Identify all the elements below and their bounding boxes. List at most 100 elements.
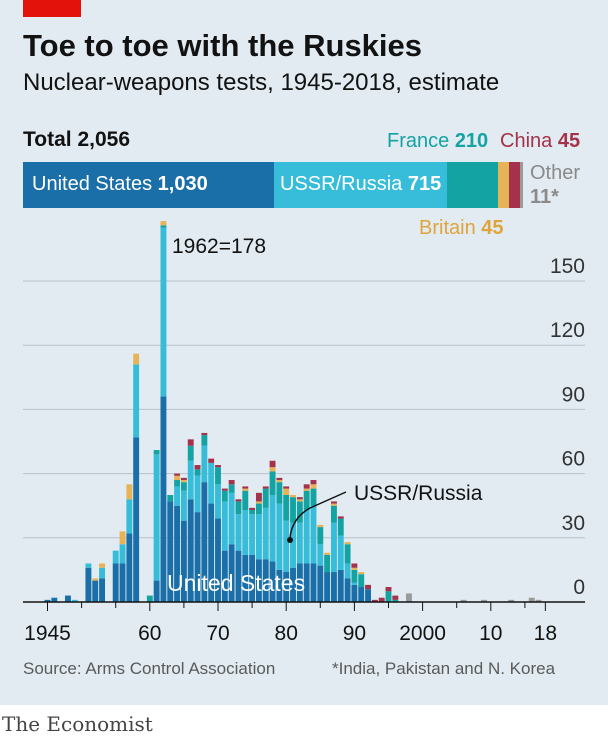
bar-2017-other (535, 599, 542, 602)
bar-1992-china (365, 584, 371, 590)
bar-1985-france (317, 527, 324, 545)
x-tick-label-1960: 60 (138, 622, 161, 645)
bar-1983-china (303, 484, 310, 489)
bar-1996-france (392, 599, 399, 602)
bar-1983-britain (303, 488, 310, 491)
bar-1972-us (228, 544, 235, 602)
bar-1973-ussr (235, 514, 242, 551)
bar-1987-france (330, 505, 337, 523)
bar-1990-us (351, 584, 358, 602)
bar-1951-ussr (85, 563, 92, 568)
bar-1990-france (351, 569, 358, 583)
bar-1965-ussr (180, 490, 187, 521)
bar-1969-china (208, 458, 215, 463)
bar-1987-us (330, 572, 337, 602)
bar-1969-ussr (208, 462, 215, 504)
bar-1989-ussr (344, 563, 351, 579)
x-tick-label-1970: 70 (206, 622, 229, 645)
summary-label-china: China 45 (500, 130, 581, 152)
bar-1982-china (296, 497, 303, 500)
bar-1995-china (385, 587, 392, 592)
bar-1990-china (351, 563, 358, 568)
bar-1968-us (201, 482, 208, 602)
bar-1984-britain (310, 484, 317, 489)
bar-2013-other (508, 599, 515, 602)
x-tick-label-2000: 2000 (399, 622, 446, 645)
bar-1971-china (221, 488, 228, 491)
bar-1977-us (262, 559, 269, 602)
bar-1977-france (262, 488, 269, 508)
bar-1992-us (365, 589, 371, 602)
bar-1962-france (160, 225, 167, 228)
bar-1979-us (276, 569, 283, 602)
bar-1970-china (215, 465, 221, 468)
bar-1990-ussr (351, 582, 358, 585)
bar-1978-us (269, 561, 276, 602)
bar-1996-china (392, 595, 399, 600)
ussr-annotation-leader (309, 491, 347, 509)
summary-seg-britain (498, 162, 509, 208)
bar-1963-us (167, 501, 174, 602)
bar-1976-us (255, 559, 262, 602)
x-tick-label-2010: 10 (479, 622, 502, 645)
bar-1980-us (283, 572, 290, 602)
bar-1958-britain (133, 353, 140, 365)
bar-1985-us (317, 565, 324, 602)
bar-1965-britain (180, 480, 187, 483)
bar-1991-britain (358, 572, 365, 575)
summary-seg-us (23, 162, 274, 208)
bar-1979-france (276, 482, 283, 504)
bar-1974-china (242, 486, 249, 489)
bar-1968-china (201, 432, 208, 436)
bar-1983-us (303, 563, 310, 602)
bar-1982-ussr (296, 522, 303, 564)
bar-1973-china (235, 499, 242, 502)
ussr-annotation-dot (287, 537, 293, 543)
summary-label-other-value: 11* (530, 186, 559, 208)
y-tick-label-30: 30 (562, 512, 585, 535)
bar-1987-ussr (330, 522, 337, 573)
bar-1949-ussr (71, 599, 78, 602)
ussr-annotation-label: USSR/Russia (354, 482, 483, 505)
peak-annotation-label: 1962=178 (172, 235, 266, 258)
footnote: *India, Pakistan and N. Korea (332, 659, 556, 678)
bar-1974-britain (242, 488, 249, 491)
bar-1983-france (303, 490, 310, 510)
bar-1984-china (310, 480, 317, 485)
y-tick-label-60: 60 (562, 448, 585, 471)
chart-title: Toe to toe with the Ruskies (23, 28, 423, 63)
bar-1964-britain (174, 475, 181, 481)
bar-1993-china (371, 599, 378, 602)
bar-1978-china (269, 460, 276, 468)
economist-logo-text: The Economist (2, 712, 153, 736)
summary-label-ussr: USSR/Russia 715 (280, 173, 442, 195)
bar-1955-us (112, 563, 119, 602)
bar-1984-ussr (310, 505, 317, 564)
bar-1979-britain (276, 480, 283, 483)
bar-1982-france (296, 501, 303, 523)
bar-1988-us (337, 569, 344, 602)
bar-1972-china (228, 480, 235, 485)
chart-subtitle: Nuclear-weapons tests, 1945-2018, estima… (23, 69, 500, 96)
bar-1989-us (344, 578, 351, 602)
bar-1946-us (51, 597, 58, 602)
summary-seg-other (520, 162, 523, 208)
summary-seg-ussr (274, 162, 447, 208)
bar-1978-ussr (269, 495, 276, 562)
bar-1970-ussr (215, 484, 221, 519)
bar-1986-france (324, 554, 331, 573)
source-note: Source: Arms Control Association (23, 659, 276, 678)
bar-1988-ussr (337, 535, 344, 570)
bar-1958-us (133, 437, 140, 602)
bar-1998-other (406, 593, 412, 602)
bar-1958-ussr (133, 364, 140, 438)
bar-1953-britain (99, 563, 106, 568)
bar-1966-china (187, 439, 194, 446)
chart-panel: Toe to toe with the Ruskies Nuclear-weap… (0, 0, 608, 705)
bar-1990-britain (351, 567, 358, 570)
bar-1981-us (290, 567, 296, 602)
bar-1962-ussr (160, 227, 167, 397)
bar-1979-china (276, 477, 283, 481)
y-tick-label-0: 0 (573, 576, 585, 599)
bar-1953-ussr (99, 567, 106, 579)
